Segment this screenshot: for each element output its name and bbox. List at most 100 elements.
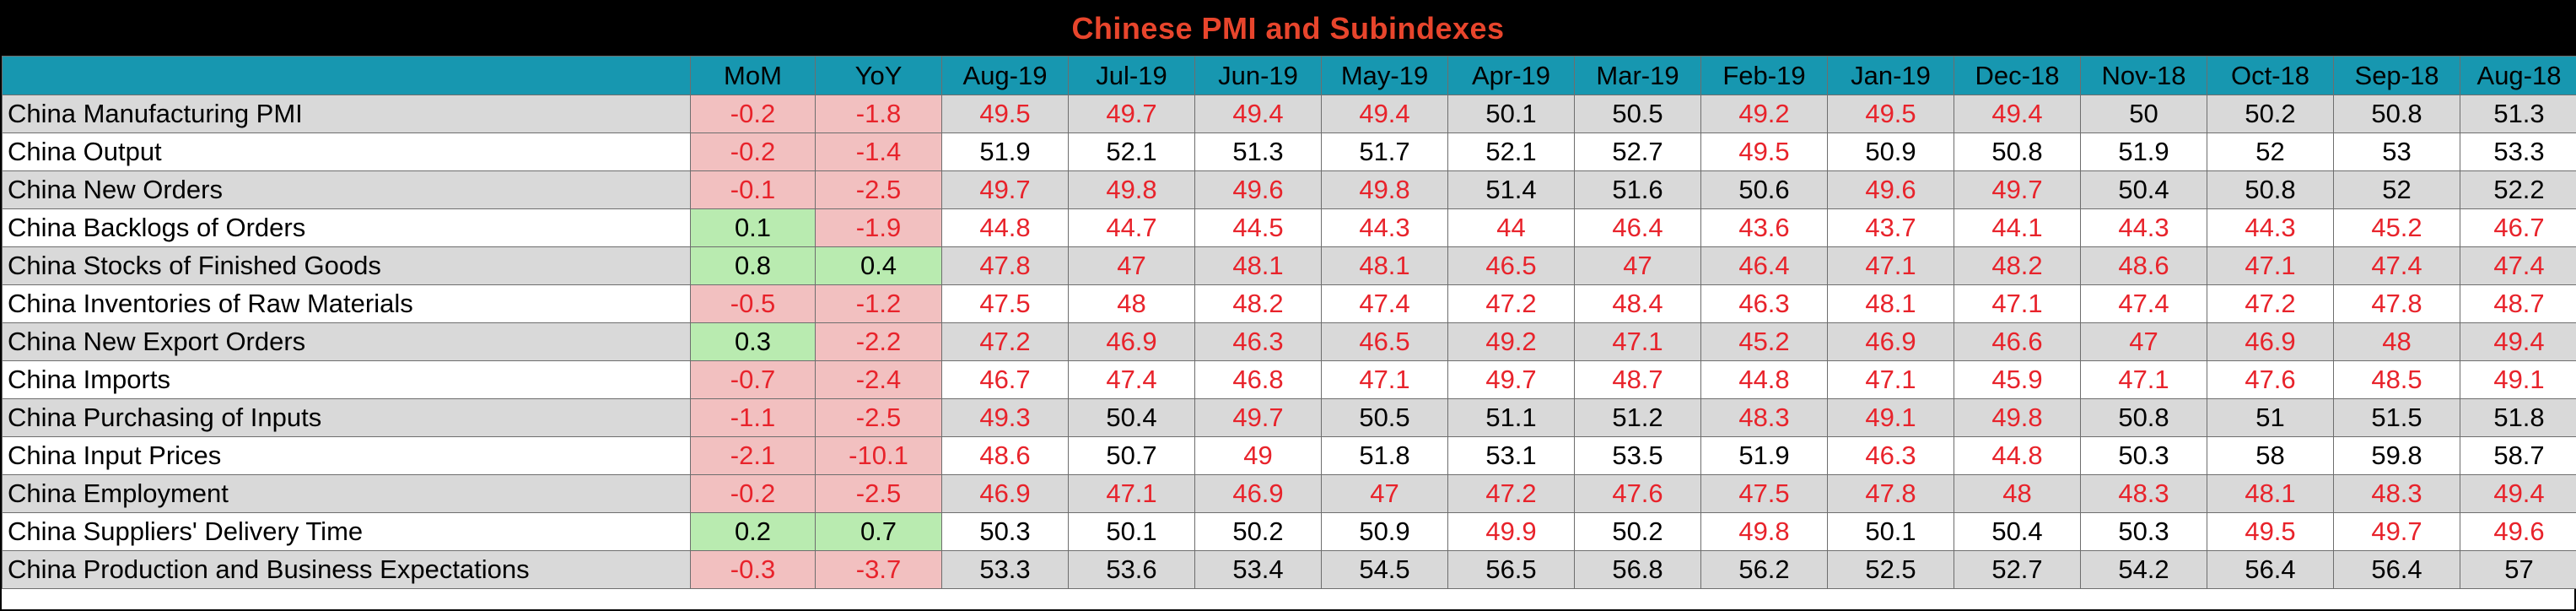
header-cell: Oct-18 [2207, 56, 2334, 95]
value-cell: 46.4 [1574, 208, 1701, 247]
yoy-cell: -2.5 [815, 474, 942, 513]
value-cell: 47.1 [2080, 360, 2207, 399]
value-cell: 49.5 [1700, 132, 1828, 171]
table-body: China Manufacturing PMI -0.2 -1.8 49.5 49.7 4… [2, 95, 2576, 589]
value-cell: 46.9 [941, 474, 1069, 513]
value-cell: 49.2 [1447, 322, 1575, 361]
yoy-cell: -1.8 [815, 95, 942, 133]
row-label: China New Export Orders [2, 322, 691, 361]
row-label: China Suppliers' Delivery Time [2, 512, 691, 551]
mom-cell: 0.1 [690, 208, 816, 247]
value-cell: 54.5 [1321, 550, 1448, 589]
value-cell: 44.5 [1194, 208, 1322, 247]
value-cell: 47.4 [1321, 284, 1448, 323]
value-cell: 44 [1447, 208, 1575, 247]
value-cell: 50.1 [1827, 512, 1954, 551]
yoy-cell: -10.1 [815, 436, 942, 475]
value-cell: 48.5 [2333, 360, 2460, 399]
value-cell: 50.5 [1321, 398, 1448, 437]
value-cell: 49.4 [2460, 474, 2576, 513]
value-cell: 43.6 [1700, 208, 1828, 247]
value-cell: 50.2 [2207, 95, 2334, 133]
yoy-cell: -1.2 [815, 284, 942, 323]
row-label: China Employment [2, 474, 691, 513]
value-cell: 47.4 [2080, 284, 2207, 323]
row-label: China Input Prices [2, 436, 691, 475]
row-label: China Stocks of Finished Goods [2, 246, 691, 285]
value-cell: 51.9 [2080, 132, 2207, 171]
value-cell: 44.3 [2080, 208, 2207, 247]
value-cell: 49.8 [1068, 170, 1195, 209]
header-cell: YoY [815, 56, 942, 95]
value-cell: 51.1 [1447, 398, 1575, 437]
value-cell: 48.3 [2080, 474, 2207, 513]
value-cell: 47.8 [1827, 474, 1954, 513]
value-cell: 46.7 [2460, 208, 2576, 247]
value-cell: 53.3 [941, 550, 1069, 589]
value-cell: 48.2 [1194, 284, 1322, 323]
value-cell: 48.1 [2207, 474, 2334, 513]
value-cell: 49.7 [1194, 398, 1322, 437]
mom-cell: -0.2 [690, 95, 816, 133]
value-cell: 49.8 [1700, 512, 1828, 551]
value-cell: 50.3 [2080, 512, 2207, 551]
value-cell: 47.6 [1574, 474, 1701, 513]
value-cell: 46.4 [1700, 246, 1828, 285]
value-cell: 51.3 [1194, 132, 1322, 171]
value-cell: 51.3 [2460, 95, 2576, 133]
value-cell: 48.3 [1700, 398, 1828, 437]
value-cell: 47 [1321, 474, 1448, 513]
value-cell: 46.5 [1447, 246, 1575, 285]
value-cell: 46.8 [1194, 360, 1322, 399]
header-cell: Aug-19 [941, 56, 1069, 95]
value-cell: 47 [2080, 322, 2207, 361]
value-cell: 44.3 [2207, 208, 2334, 247]
yoy-cell: -2.5 [815, 170, 942, 209]
value-cell: 51 [2207, 398, 2334, 437]
value-cell: 50.4 [1068, 398, 1195, 437]
value-cell: 49.7 [1447, 360, 1575, 399]
value-cell: 48.2 [1954, 246, 2081, 285]
table-row: China Suppliers' Delivery Time 0.2 0.7 50.3… [2, 512, 2576, 551]
value-cell: 47 [1574, 246, 1701, 285]
table-row: China Inventories of Raw Materials -0.5 -1… [2, 284, 2576, 323]
table-row: China New Orders -0.1 -2.5 49.7 49.8 49.6 49.8… [2, 170, 2576, 209]
value-cell: 52 [2207, 132, 2334, 171]
value-cell: 48.6 [941, 436, 1069, 475]
value-cell: 50.8 [2207, 170, 2334, 209]
value-cell: 48.1 [1827, 284, 1954, 323]
value-cell: 47.1 [2207, 246, 2334, 285]
value-cell: 49.7 [941, 170, 1069, 209]
value-cell: 53 [2333, 132, 2460, 171]
value-cell: 49.5 [941, 95, 1069, 133]
mom-cell: -0.7 [690, 360, 816, 399]
value-cell: 45.2 [2333, 208, 2460, 247]
yoy-cell: -1.4 [815, 132, 942, 171]
value-cell: 47 [1068, 246, 1195, 285]
value-cell: 46.9 [2207, 322, 2334, 361]
value-cell: 49 [1194, 436, 1322, 475]
value-cell: 50.9 [1321, 512, 1448, 551]
table-row: China Output -0.2 -1.4 51.9 52.1 51.3 51.7 52.1… [2, 132, 2576, 171]
value-cell: 46.9 [1068, 322, 1195, 361]
value-cell: 46.3 [1194, 322, 1322, 361]
header-cell: Jul-19 [1068, 56, 1195, 95]
value-cell: 52 [2333, 170, 2460, 209]
value-cell: 49.6 [1194, 170, 1322, 209]
header-cell: Feb-19 [1700, 56, 1828, 95]
value-cell: 47.4 [2333, 246, 2460, 285]
value-cell: 46.9 [1194, 474, 1322, 513]
mom-cell: 0.8 [690, 246, 816, 285]
header-cell: Jan-19 [1827, 56, 1954, 95]
value-cell: 46.3 [1827, 436, 1954, 475]
value-cell: 49.6 [2460, 512, 2576, 551]
value-cell: 52.5 [1827, 550, 1954, 589]
value-cell: 50.4 [2080, 170, 2207, 209]
value-cell: 48.6 [2080, 246, 2207, 285]
pmi-table: MoM YoY Aug-19 Jul-19 Jun-19 May-19 Apr-19 Mar-… [2, 56, 2576, 589]
mom-cell: -0.2 [690, 474, 816, 513]
value-cell: 49.5 [1827, 95, 1954, 133]
value-cell: 44.1 [1954, 208, 2081, 247]
value-cell: 48.7 [2460, 284, 2576, 323]
value-cell: 50.2 [1194, 512, 1322, 551]
